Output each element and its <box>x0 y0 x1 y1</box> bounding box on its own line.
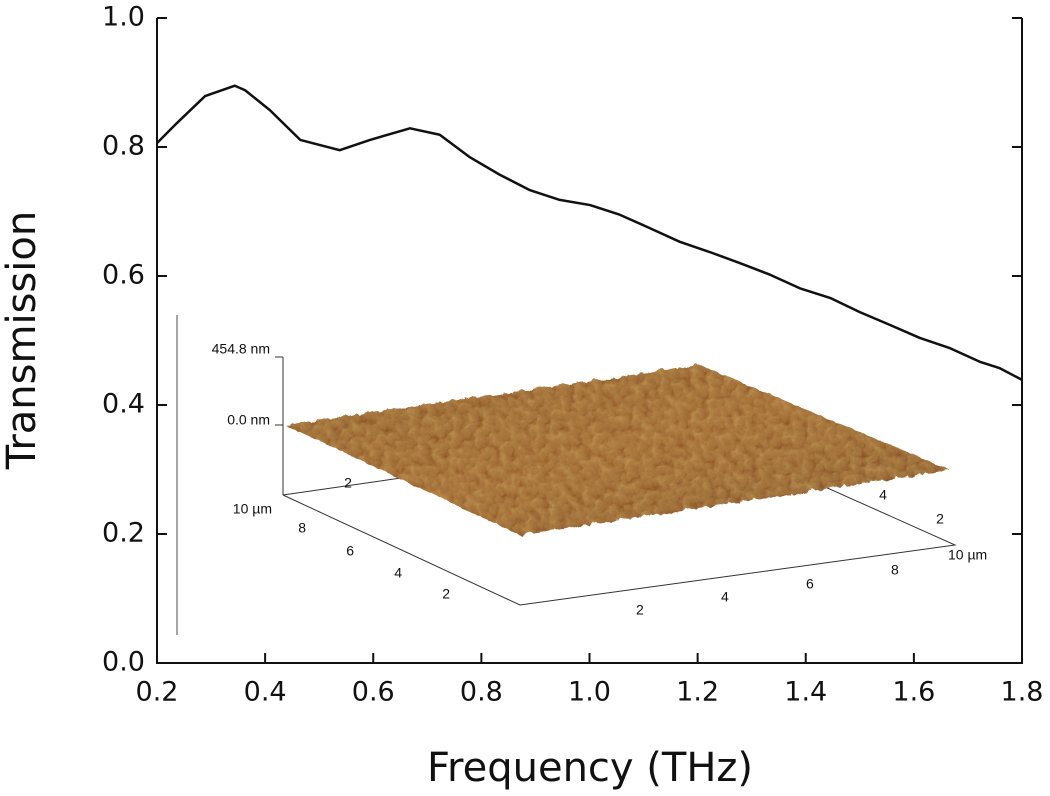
inset-label: 4 <box>879 487 887 503</box>
inset-label: 2 <box>344 475 352 491</box>
inset-label: 4 <box>394 565 402 581</box>
y-tick-label: 0.0 <box>102 647 145 678</box>
inset-label: 2 <box>636 602 644 618</box>
y-tick-label: 0.8 <box>102 131 145 162</box>
inset-label: 2 <box>936 511 944 527</box>
x-tick-label: 1.6 <box>892 677 935 708</box>
inset-label: 8 <box>298 520 306 536</box>
afm-surface <box>285 365 950 535</box>
inset-label: 4 <box>721 589 729 605</box>
y-tick-label: 1.0 <box>102 2 145 33</box>
x-tick-label: 1.2 <box>676 677 719 708</box>
inset-label: 454.8 nm <box>212 341 270 357</box>
inset-label: 8 <box>891 562 899 578</box>
inset-label: 6 <box>346 543 354 559</box>
inset-label: 10 µm <box>948 547 987 563</box>
x-tick-label: 1.0 <box>568 677 611 708</box>
x-tick-label: 1.8 <box>1001 677 1044 708</box>
y-axis-title: Transmission <box>0 211 45 470</box>
y-tick-label: 0.6 <box>102 260 145 291</box>
x-tick-label: 0.2 <box>136 677 179 708</box>
inset-label: 10 µm <box>233 501 272 517</box>
y-tick-label: 0.4 <box>102 389 145 420</box>
inset-base-axes <box>282 439 957 606</box>
x-tick-label: 1.4 <box>784 677 827 708</box>
data-line <box>156 84 1023 381</box>
inset-afm: 454.8 nm 0.0 nm 10 µm 8 6 4 2 2 4 6 8 10 µm 2 4 2 <box>176 315 987 635</box>
x-tick-label: 0.4 <box>244 677 287 708</box>
x-axis-title: Frequency (THz) <box>427 745 753 791</box>
inset-label: 0.0 nm <box>227 412 270 428</box>
inset-label: 2 <box>442 586 450 602</box>
x-tick-label: 0.8 <box>460 677 503 708</box>
inset-label: 6 <box>806 576 814 592</box>
x-tick-label: 0.6 <box>352 677 395 708</box>
y-tick-label: 0.2 <box>102 518 145 549</box>
